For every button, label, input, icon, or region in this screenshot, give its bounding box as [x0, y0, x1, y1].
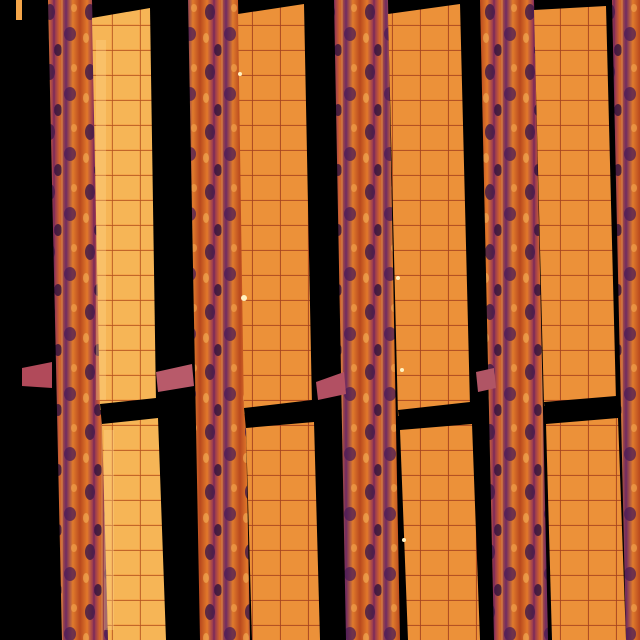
- cross-strips: [22, 362, 496, 400]
- hot-spots: [96, 40, 406, 630]
- corner-artifact: [16, 0, 22, 20]
- lower-panels: [102, 418, 626, 640]
- ground-strips: [48, 0, 640, 640]
- panel-gaps: [100, 396, 618, 432]
- upper-panels: [92, 4, 616, 416]
